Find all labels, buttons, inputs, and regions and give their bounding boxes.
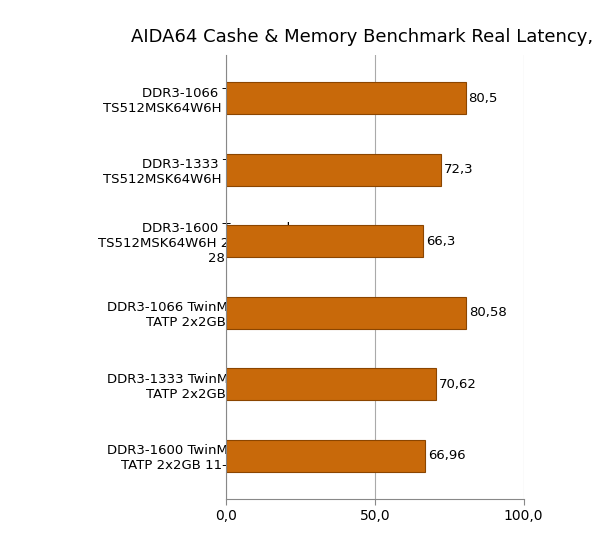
Title: AIDA64 Cashe & Memory Benchmark Real Latency, ns: AIDA64 Cashe & Memory Benchmark Real Lat… — [130, 28, 595, 45]
Text: 80,58: 80,58 — [469, 306, 506, 319]
Text: 72,3: 72,3 — [444, 163, 474, 176]
Bar — [226, 296, 466, 329]
Bar — [226, 225, 424, 258]
Text: 66,3: 66,3 — [426, 235, 456, 248]
Text: 80,5: 80,5 — [469, 92, 498, 105]
Text: 66,96: 66,96 — [428, 449, 466, 462]
Text: 70,62: 70,62 — [439, 378, 477, 391]
Bar — [226, 440, 425, 472]
Bar — [226, 368, 436, 401]
Bar — [226, 153, 441, 186]
Bar — [226, 82, 465, 114]
